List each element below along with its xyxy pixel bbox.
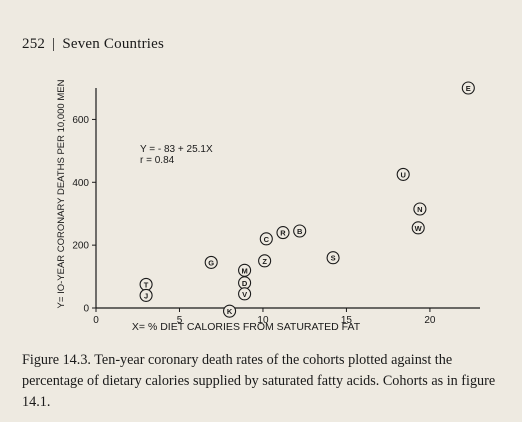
chart-marks: E U N W B R C S Z G MDV TJ K: [139, 81, 475, 318]
y-tick-label: 600: [72, 115, 89, 126]
book-title: Seven Countries: [62, 36, 165, 52]
data-point-w: [411, 221, 425, 235]
x-tick-label: 20: [424, 315, 436, 326]
header-separator: |: [52, 36, 56, 52]
point-label: C: [264, 235, 270, 244]
data-point-v: [238, 287, 252, 301]
data-point-g: [204, 255, 218, 269]
figure-caption: Figure 14.3. Ten-year coronary death rat…: [22, 352, 496, 410]
y-tick-label: 0: [83, 304, 89, 315]
data-point-j: [139, 288, 153, 302]
y-axis-label: Y= IO-YEAR CORONARY DEATHS PER 10,000 ME…: [56, 79, 67, 308]
point-label: G: [208, 258, 214, 267]
point-label: N: [417, 205, 422, 214]
point-label: Z: [262, 257, 267, 266]
page-number: 252: [22, 36, 46, 52]
regression-equation: Y = - 83 + 25.1X: [140, 144, 213, 155]
point-label: V: [242, 290, 247, 299]
page-header: 252 | Seven Countries: [22, 36, 164, 53]
x-tick-label: 10: [257, 315, 269, 326]
data-point-e: [461, 81, 475, 95]
point-label: B: [297, 227, 303, 236]
x-axis-label: X= % DIET CALORIES FROM SATURATED FAT: [132, 321, 361, 333]
point-label: K: [227, 307, 233, 316]
y-tick-label: 200: [72, 241, 89, 252]
point-label: M: [241, 266, 247, 275]
x-tick-label: 0: [93, 315, 99, 326]
point-label: U: [400, 170, 405, 179]
data-point-s: [326, 251, 340, 265]
point-label: T: [144, 280, 149, 289]
data-point-n: [413, 202, 427, 216]
point-label: R: [280, 229, 286, 238]
point-label: S: [331, 254, 336, 263]
regression-r-value: r = 0.84: [140, 155, 175, 166]
x-tick-label: 5: [177, 315, 183, 326]
data-point-r: [276, 226, 290, 240]
data-point-u: [396, 167, 410, 181]
data-point-b: [293, 224, 307, 238]
data-point-k: [223, 304, 237, 318]
data-point-m: [238, 263, 252, 277]
y-tick-label: 400: [72, 178, 89, 189]
data-point-z: [258, 254, 272, 268]
point-label: W: [415, 224, 423, 233]
data-point-c: [259, 232, 273, 246]
point-label: E: [466, 84, 471, 93]
x-tick-label: 15: [341, 315, 353, 326]
point-label: D: [242, 279, 248, 288]
point-label: J: [144, 291, 148, 300]
